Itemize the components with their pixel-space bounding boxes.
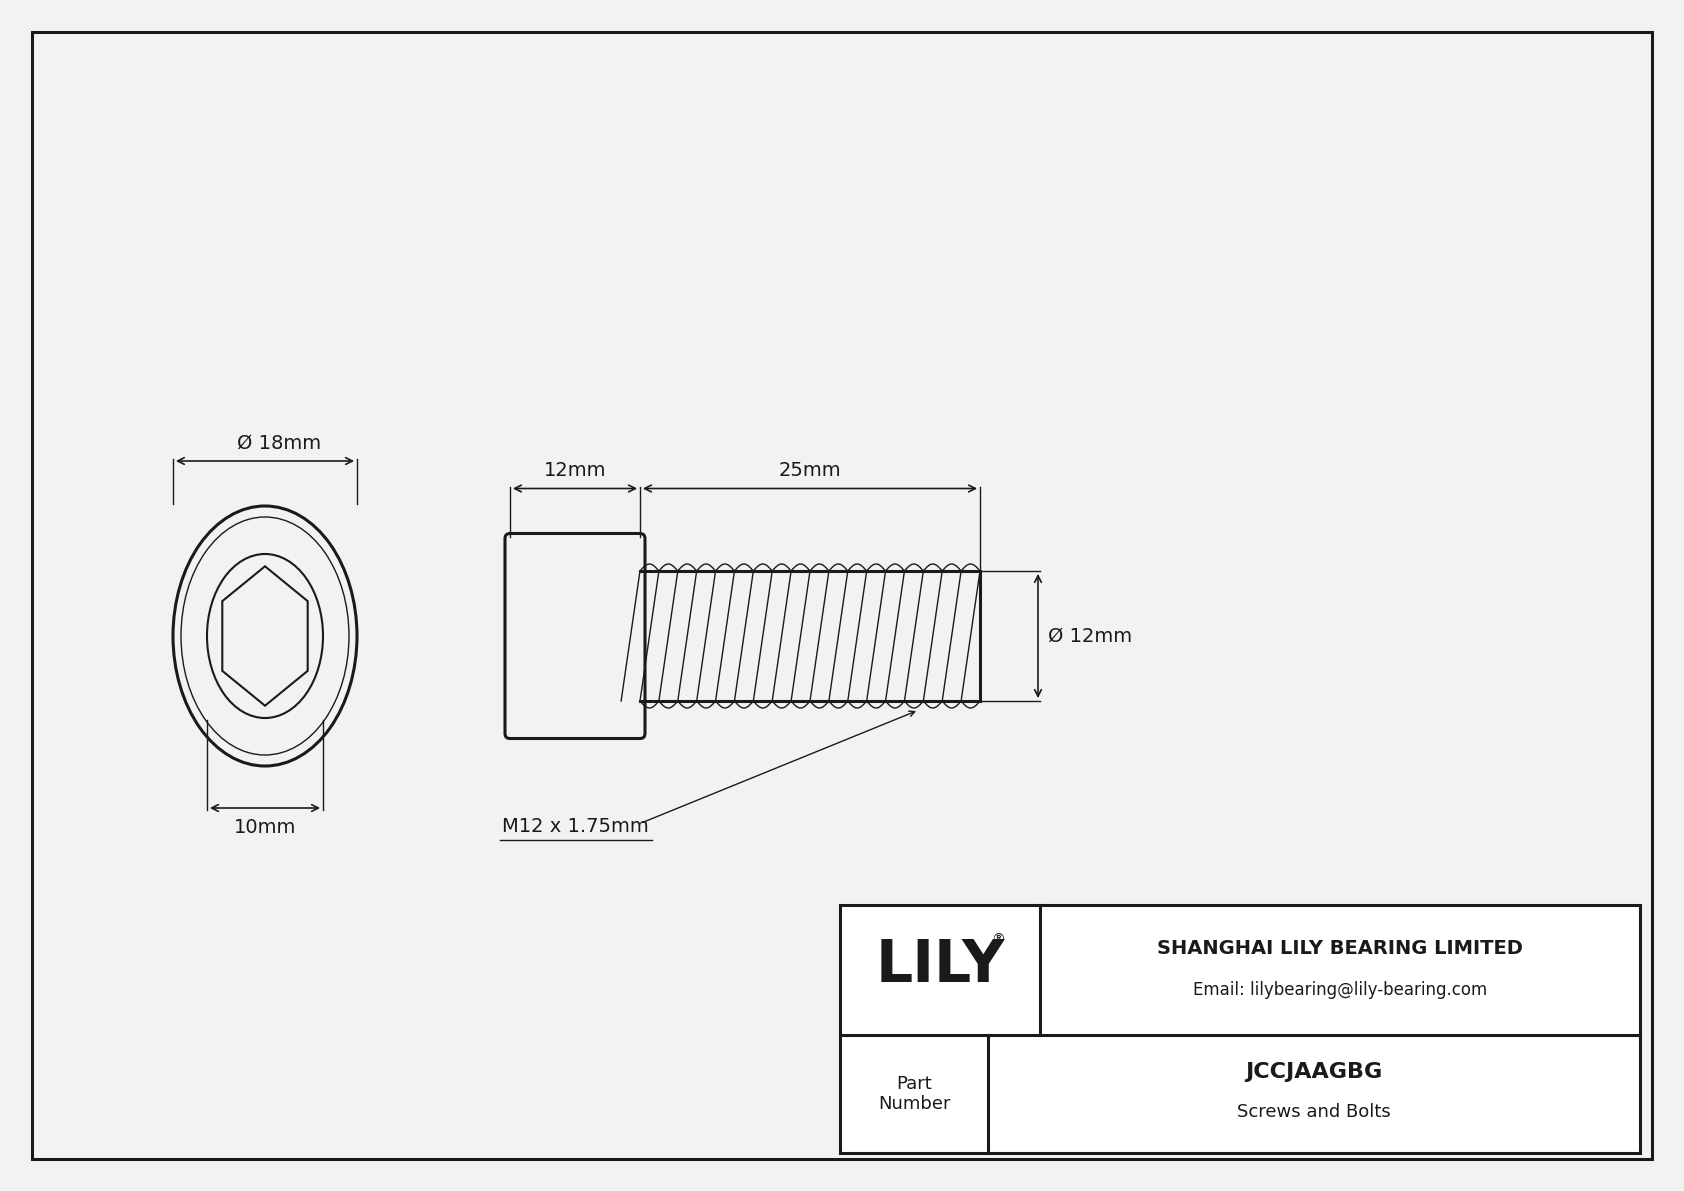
Text: 25mm: 25mm <box>778 461 842 480</box>
Text: Part
Number: Part Number <box>877 1074 950 1114</box>
Text: ®: ® <box>992 933 1005 947</box>
Bar <box>840 905 1640 1153</box>
Text: M12 x 1.75mm: M12 x 1.75mm <box>502 817 648 836</box>
Text: SHANGHAI LILY BEARING LIMITED: SHANGHAI LILY BEARING LIMITED <box>1157 939 1522 958</box>
Text: 12mm: 12mm <box>544 461 606 480</box>
Text: LILY: LILY <box>876 937 1005 994</box>
Text: Ø 18mm: Ø 18mm <box>237 434 322 453</box>
Text: Ø 12mm: Ø 12mm <box>1047 626 1132 646</box>
Text: JCCJAAGBG: JCCJAAGBG <box>1246 1062 1383 1081</box>
Text: Email: lilybearing@lily-bearing.com: Email: lilybearing@lily-bearing.com <box>1192 981 1487 999</box>
Text: 10mm: 10mm <box>234 818 296 837</box>
Text: Screws and Bolts: Screws and Bolts <box>1238 1103 1391 1121</box>
